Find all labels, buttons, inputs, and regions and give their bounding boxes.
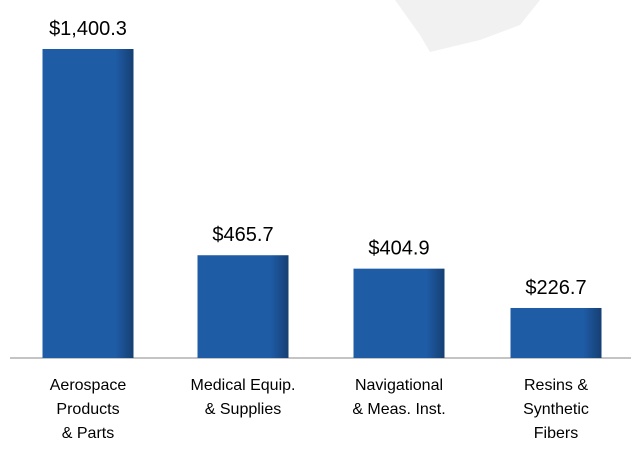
value-label: $226.7 xyxy=(525,277,586,299)
x-tick-label: Aerospace Products & Parts xyxy=(13,374,163,446)
bar xyxy=(511,308,602,358)
bar xyxy=(43,49,134,358)
value-label: $1,400.3 xyxy=(49,18,127,40)
x-tick-label: Navigational & Meas. Inst. xyxy=(324,374,474,422)
bar xyxy=(198,255,289,358)
x-tick-label: Resins & Synthetic Fibers xyxy=(481,374,631,446)
value-label: $404.9 xyxy=(368,238,429,260)
chart: $1,400.3 $465.7 $404.9 $226.7 Aerospace Pro… xyxy=(0,0,631,452)
bar xyxy=(354,269,445,358)
background-shape xyxy=(395,0,540,52)
value-label: $465.7 xyxy=(212,224,273,246)
x-tick-label: Medical Equip. & Supplies xyxy=(168,374,318,422)
